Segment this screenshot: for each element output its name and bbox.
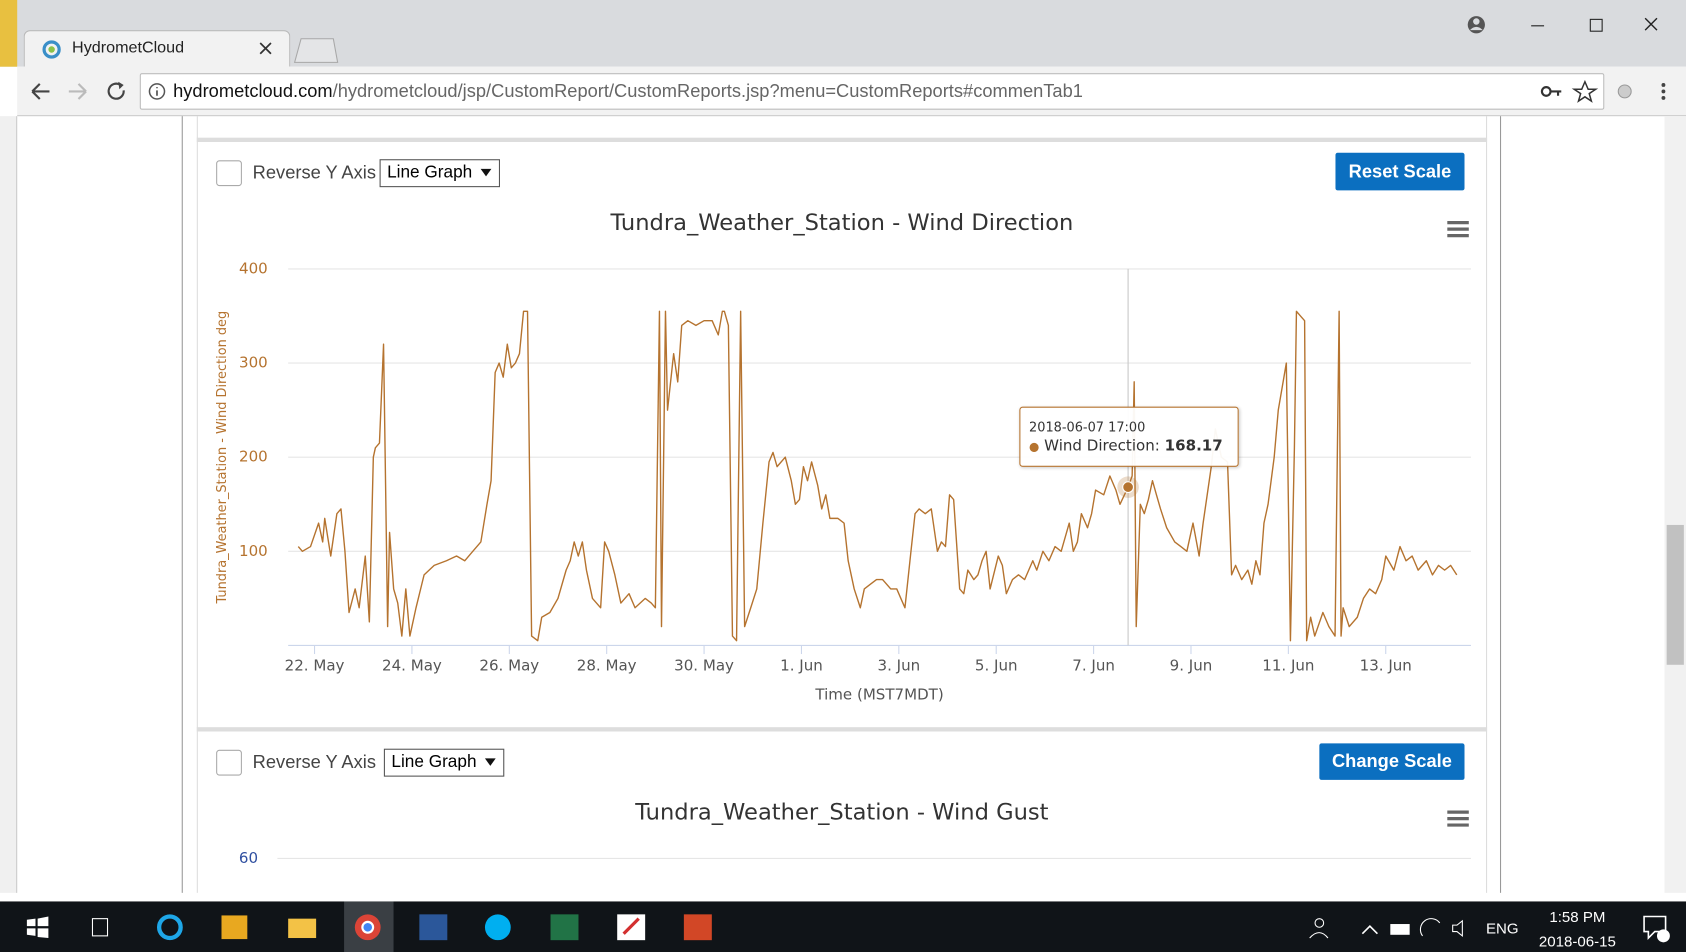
- x-tick-label: 11. Jun: [1262, 656, 1314, 674]
- y-tick-label: 60: [239, 849, 258, 867]
- data-line: [298, 311, 1456, 640]
- x-tick-label: 7. Jun: [1072, 656, 1115, 674]
- chart: 100 200 300 400 22. May 24. May 26. May 28. May…: [0, 0, 1686, 952]
- y-tick-label: 400: [239, 259, 268, 277]
- notifications[interactable]: [1640, 912, 1672, 944]
- page: HydrometCloud {"browser": {"tab_title": …: [0, 0, 1686, 952]
- x-axis-title: Time (MST7MDT): [814, 685, 943, 703]
- y-tick-label: 300: [239, 354, 268, 372]
- x-tick-label: 26. May: [479, 656, 539, 674]
- body: HydrometCloud hydrometcloud.com/hydromet…: [0, 0, 1686, 952]
- x-tick-label: 3. Jun: [878, 656, 921, 674]
- x-tick-label: 24. May: [382, 656, 442, 674]
- x-tick-label: 9. Jun: [1170, 656, 1213, 674]
- x-tick-label: 13. Jun: [1360, 656, 1412, 674]
- tooltip-series: Wind Direction: [1044, 438, 1155, 455]
- language[interactable]: ENG: [1486, 920, 1519, 937]
- y-tick-label: 100: [239, 542, 268, 560]
- y-tick-label: 200: [239, 448, 268, 466]
- screen: HydrometCloud hydrometcloud.com/hydromet…: [0, 0, 1686, 952]
- tooltip: 2018-06-07 17:00 ● Wind Direction: 168.1…: [1019, 407, 1238, 467]
- tooltip-row: ● Wind Direction: 168.17: [1029, 438, 1223, 455]
- clock-time[interactable]: 1:58 PM: [1538, 908, 1618, 925]
- tooltip-time: 2018-06-07 17:00: [1029, 420, 1145, 435]
- clock-date[interactable]: 2018-06-15: [1529, 933, 1626, 950]
- x-tick-label: 1. Jun: [780, 656, 823, 674]
- x-tick-label: 30. May: [674, 656, 734, 674]
- tray-icons[interactable]: [1306, 914, 1478, 942]
- tooltip-value: 168.17: [1165, 438, 1223, 455]
- hover-marker: [1123, 482, 1134, 493]
- x-tick-label: 28. May: [577, 656, 637, 674]
- y-axis-title: Tundra_Weather_Station - Wind Direction …: [215, 311, 230, 605]
- x-tick-label: 22. May: [285, 656, 345, 674]
- x-tick-label: 5. Jun: [975, 656, 1018, 674]
- taskbar-apps[interactable]: [0, 901, 753, 952]
